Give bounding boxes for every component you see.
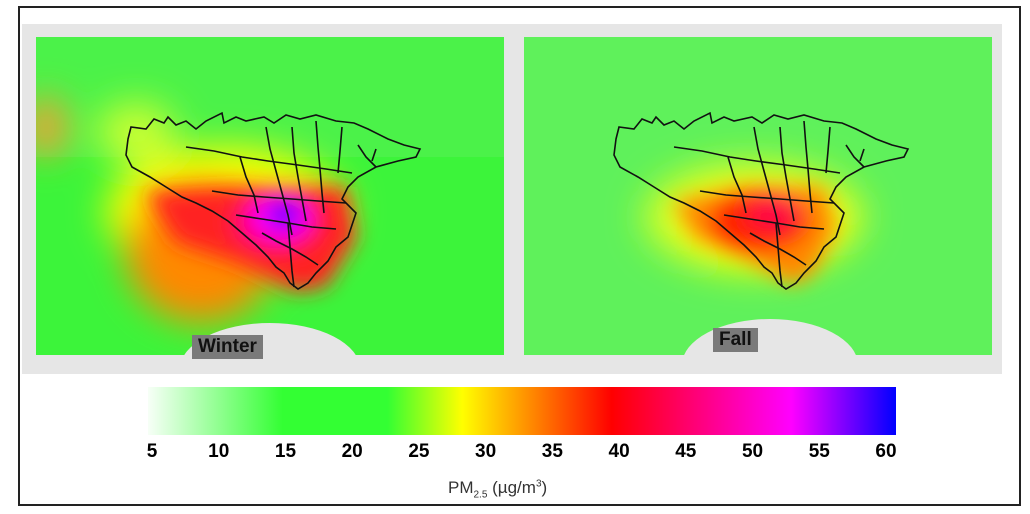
tick-30: 30 xyxy=(475,441,497,462)
tick-25: 25 xyxy=(408,441,430,462)
winter-label: Winter xyxy=(192,335,263,359)
district-boundaries xyxy=(125,111,422,290)
tick-55: 55 xyxy=(808,441,830,462)
colorbar xyxy=(148,387,896,435)
unit-subscript: 2.5 xyxy=(473,489,488,501)
tick-20: 20 xyxy=(341,441,363,462)
winter-map xyxy=(36,37,504,355)
unit-rest: (µg/m xyxy=(487,478,536,497)
colorbar-unit-label: PM2.5 (µg/m3) xyxy=(448,478,547,500)
tick-15: 15 xyxy=(274,441,297,462)
tick-50: 50 xyxy=(741,441,764,462)
tick-35: 35 xyxy=(541,441,563,462)
winter-map-panel xyxy=(36,37,504,355)
colorbar-ticks: 5 10 15 20 25 30 35 40 45 50 55 60 xyxy=(130,441,920,467)
tick-10: 10 xyxy=(208,441,230,462)
tick-40: 40 xyxy=(608,441,630,462)
maps-area xyxy=(22,24,1002,374)
district-boundaries xyxy=(613,111,910,290)
colorbar-gradient xyxy=(148,387,896,435)
fall-map xyxy=(524,37,992,355)
fall-map-panel xyxy=(524,37,992,355)
fall-label: Fall xyxy=(713,328,758,352)
unit-main: PM xyxy=(448,478,474,497)
unit-end: ) xyxy=(541,478,548,497)
tick-5: 5 xyxy=(146,441,158,462)
tick-60: 60 xyxy=(875,441,897,462)
tick-45: 45 xyxy=(675,441,697,462)
unit-superscript: 3 xyxy=(535,478,542,490)
